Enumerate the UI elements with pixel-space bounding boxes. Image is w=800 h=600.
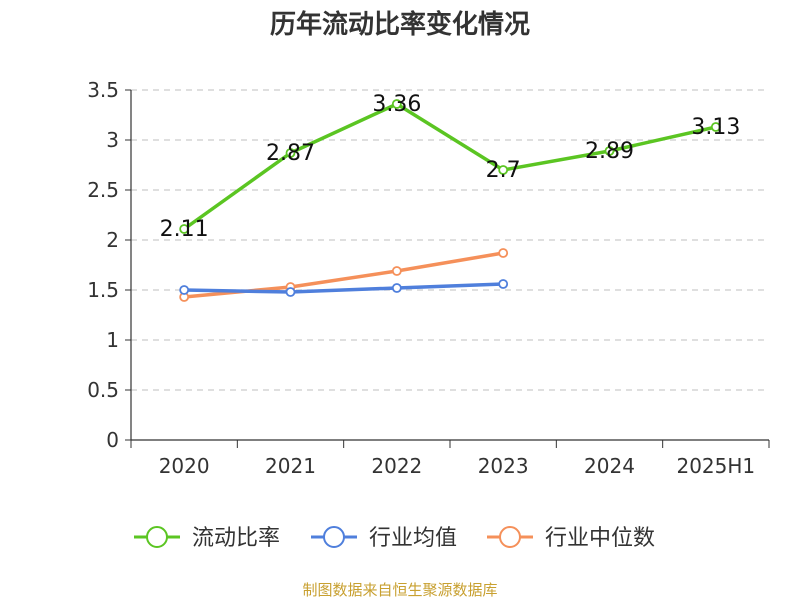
legend-label-0: 流动比率 — [192, 526, 280, 551]
y-tick-label-2: 1 — [106, 328, 119, 352]
chart-title: 历年流动比率变化情况 — [270, 9, 530, 40]
point-1-3 — [498, 279, 509, 289]
y-tick-label-5: 2.5 — [87, 178, 119, 202]
y-tick-label-3: 1.5 — [87, 278, 119, 302]
x-tick-label-4: 2024 — [584, 454, 635, 478]
x-tick-label-5: 2025H1 — [676, 454, 755, 478]
legend-item-2[interactable]: 行业中位数 — [487, 526, 655, 551]
data-label-0-1: 2.87 — [266, 141, 315, 166]
point-1-1 — [285, 287, 296, 297]
point-1-0 — [179, 285, 190, 295]
x-tick-label-3: 2023 — [478, 454, 529, 478]
y-tick-label-0: 0 — [106, 428, 119, 452]
point-2-2 — [391, 266, 402, 276]
data-label-0-4: 2.89 — [585, 139, 634, 164]
series-0: 2.11 2.87 3.36 2.7 2.89 3.13 — [160, 92, 741, 242]
data-label-0-3: 2.7 — [486, 158, 521, 183]
source-note: 制图数据来自恒生聚源数据库 — [302, 581, 497, 599]
x-tick-label-0: 2020 — [159, 454, 210, 478]
point-0-4 — [604, 146, 615, 156]
point-1-2 — [391, 283, 402, 293]
legend-item-1[interactable]: 行业均值 — [311, 526, 457, 551]
series-1 — [179, 279, 509, 297]
series-line-0 — [183, 102, 717, 231]
point-0-0 — [179, 224, 190, 234]
point-2-3 — [498, 248, 509, 258]
legend[interactable]: 流动比率 行业均值 行业中位数 — [134, 526, 655, 551]
series-line-1 — [184, 282, 504, 294]
y-tick-label-1: 0.5 — [87, 378, 119, 402]
y-tick-label-6: 3 — [106, 128, 119, 152]
data-label-0-5: 3.13 — [691, 115, 740, 140]
legend-marker-1 — [323, 526, 345, 548]
point-0-2 — [391, 99, 402, 109]
legend-label-1: 行业均值 — [369, 526, 457, 551]
legend-marker-0 — [146, 526, 168, 548]
series-layer: 2.11 2.87 3.36 2.7 2.89 3.13 — [160, 92, 741, 302]
legend-item-0[interactable]: 流动比率 — [134, 526, 280, 551]
series-2 — [179, 248, 509, 302]
x-tick-label-1: 2021 — [265, 454, 316, 478]
axes: 0 0.5 1 1.5 2 2.5 3 3.5 2020 2021 2022 2023 2024 2025… — [87, 78, 770, 478]
y-tick-label-7: 3.5 — [87, 78, 119, 102]
point-0-3 — [498, 165, 509, 175]
x-tick-label-2: 2022 — [371, 454, 422, 478]
point-0-5 — [710, 122, 721, 132]
legend-marker-2 — [499, 526, 521, 548]
data-label-0-0: 2.11 — [160, 217, 209, 242]
y-tick-label-4: 2 — [106, 228, 119, 252]
legend-label-2: 行业中位数 — [545, 526, 655, 551]
point-0-1 — [285, 148, 296, 158]
data-label-0-2: 3.36 — [372, 92, 421, 117]
